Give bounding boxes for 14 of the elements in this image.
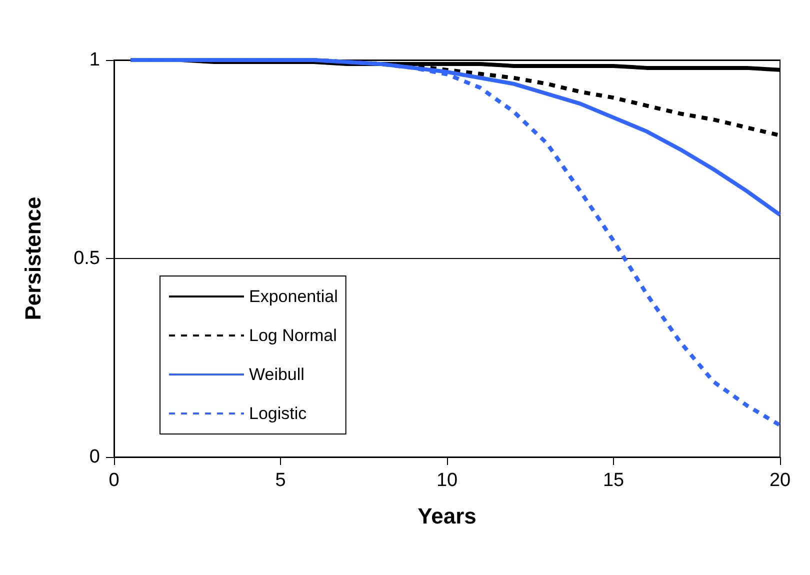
x-tick-label: 10 (436, 470, 458, 491)
legend-label: Logistic (249, 404, 308, 423)
x-axis-title: Years (418, 504, 476, 528)
y-tick-label: 0.5 (74, 248, 100, 269)
y-axis-title: Persistence (20, 196, 46, 320)
legend-label: Log Normal (249, 326, 337, 345)
x-tick-label: 15 (602, 470, 624, 491)
legend-label: Weibull (249, 365, 304, 384)
x-tick-label: 20 (769, 470, 791, 491)
x-tick-label: 0 (108, 470, 120, 491)
legend-label: Exponential (249, 287, 338, 306)
x-tick-label: 5 (275, 470, 286, 491)
y-tick-label: 0 (89, 446, 100, 468)
y-tick-label: 1 (89, 50, 100, 70)
